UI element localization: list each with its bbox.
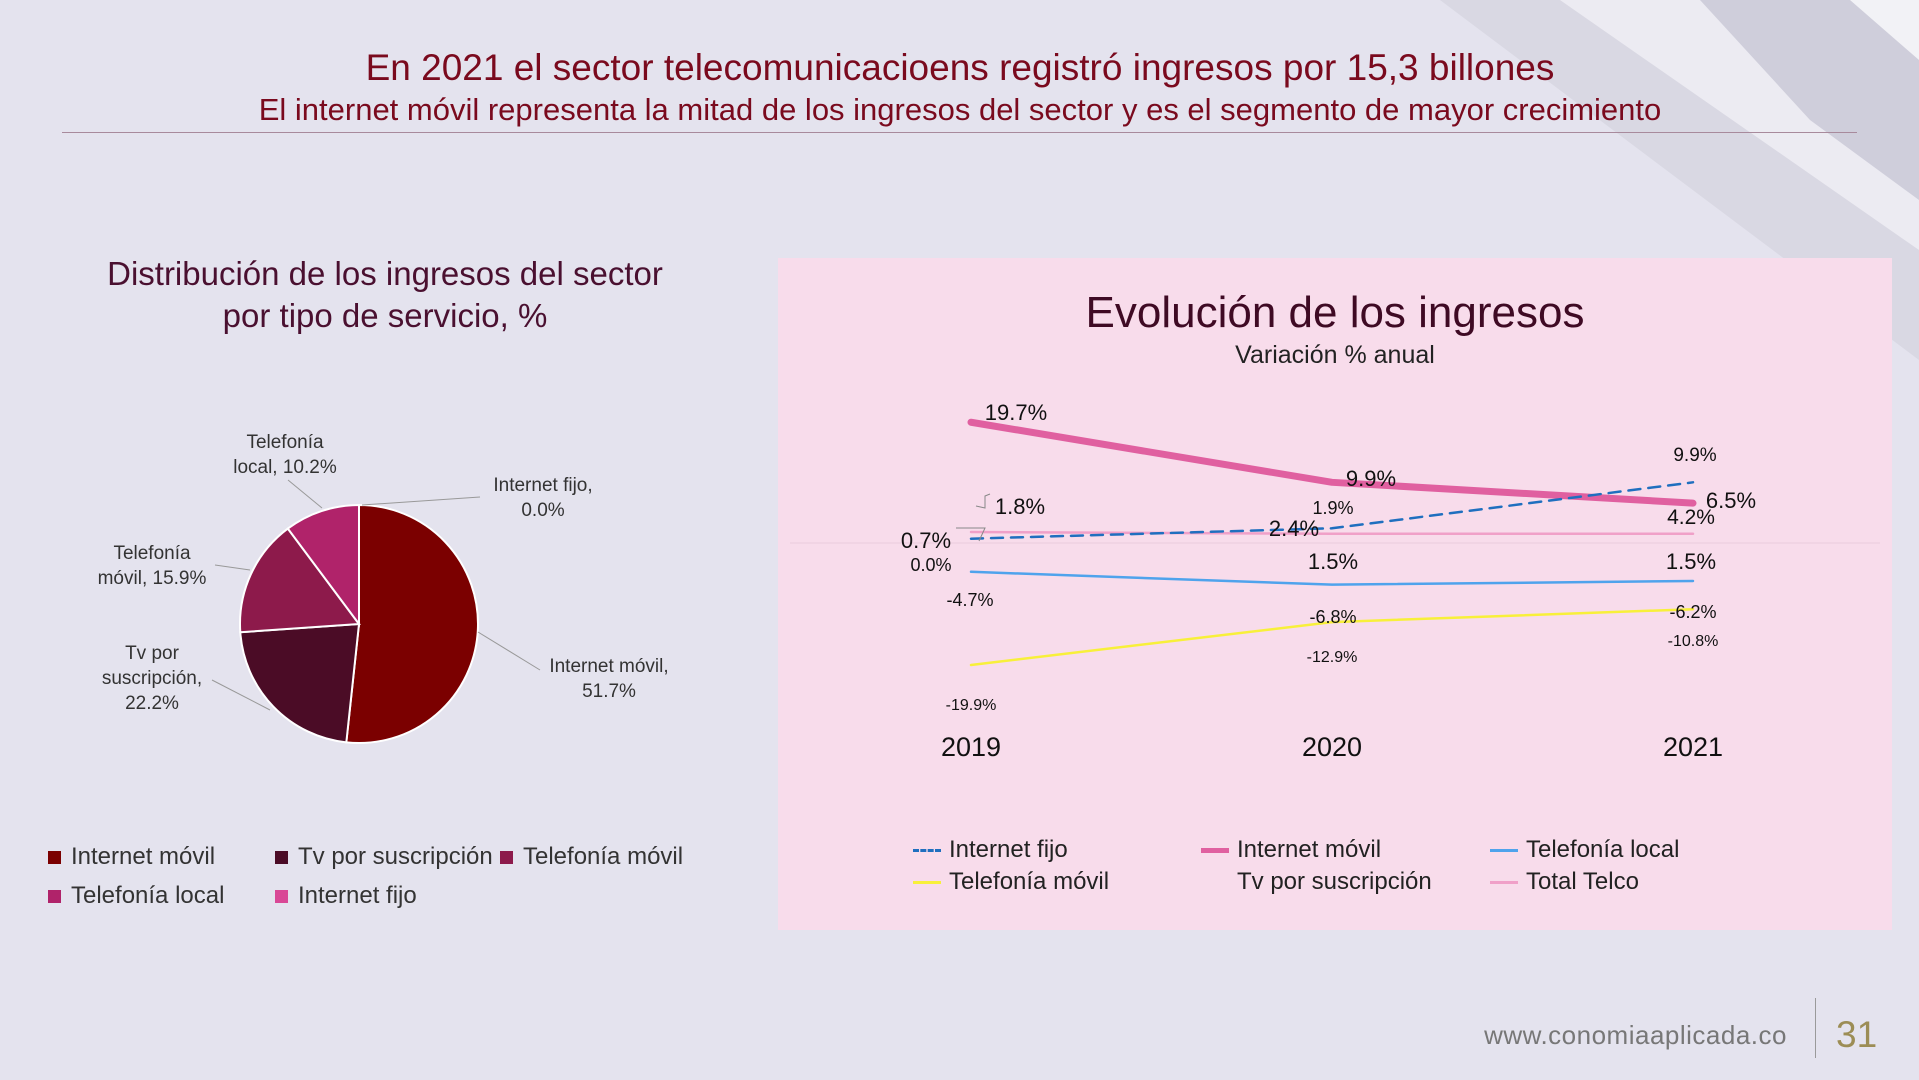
data-label-internet-movil-2019: 19.7%	[985, 400, 1047, 425]
legend-line	[1490, 848, 1518, 852]
series-line-internet-movil	[967, 418, 1697, 507]
line-legend-item-tv-suscripcion: Tv por suscripción	[1201, 868, 1432, 896]
label-leader-line	[956, 527, 986, 542]
pie-leader-line	[477, 631, 541, 671]
data-label-internet-movil-2020: 9.9%	[1346, 466, 1396, 491]
pie-legend-item-internet-movil: Internet móvil	[48, 843, 215, 871]
data-label-tv-por-suscripcion-2019: 0.0%	[910, 555, 951, 575]
data-label-tv-por-suscripcion-2020: 1.9%	[1312, 498, 1353, 518]
pie-leader-line	[287, 479, 323, 509]
pie-leader-line	[214, 564, 251, 571]
line-legend-item-total-telco: Total Telco	[1490, 868, 1639, 896]
legend-label: Internet móvil	[71, 843, 216, 870]
series-line-telefonia-movil	[969, 607, 1695, 667]
data-label-telefonia-local-2020: -6.8%	[1309, 607, 1356, 627]
data-label-internet-fijo-2020: 2.4%	[1269, 516, 1319, 541]
legend-label: Total Telco	[1526, 868, 1639, 895]
footer-divider	[1815, 998, 1816, 1058]
legend-swatch	[48, 850, 61, 864]
pie-data-label-telefonia-movil: Telefonía móvil, 15.9%	[98, 543, 207, 589]
legend-label: Tv por suscripción	[298, 843, 493, 870]
pie-legend-item-tv-suscripcion: Tv por suscripción	[275, 843, 493, 871]
data-label-telefonia-movil-2020: -12.9%	[1307, 649, 1358, 666]
legend-label: Telefonía local	[1526, 836, 1680, 863]
data-label-tv-por-suscripcion-2021: 4.2%	[1667, 506, 1715, 529]
pie-leader-line	[211, 679, 271, 711]
legend-label: Internet fijo	[949, 836, 1068, 863]
pie-leader-line	[361, 496, 481, 506]
data-label-telefonia-movil-2019: -19.9%	[946, 697, 997, 714]
data-label-telefonia-local-2021: -6.2%	[1669, 602, 1716, 622]
pie-title-line-1: Distribución de los ingresos del sector	[107, 255, 663, 292]
slide-title: En 2021 el sector telecomunicacioens reg…	[365, 47, 1555, 88]
data-label-internet-fijo-2021: 9.9%	[1673, 445, 1716, 466]
pie-slice-tv-por-suscripcion	[239, 622, 361, 744]
page-number: 31	[1836, 1014, 1878, 1055]
series-line-total-telco	[969, 530, 1695, 536]
line-chart-title: Evolución de los ingresos	[1085, 288, 1585, 337]
series-line-internet-fijo	[969, 481, 1695, 540]
legend-line	[1201, 847, 1229, 853]
legend-swatch	[500, 850, 513, 864]
data-label-total-telco-2019: 1.8%	[995, 494, 1045, 519]
pie-data-label-internet-movil: Internet móvil, 51.7%	[549, 656, 668, 702]
legend-label: Tv por suscripción	[1237, 868, 1432, 895]
pie-data-label-telefonia-local: Telefonía local, 10.2%	[233, 432, 337, 478]
pie-slice-telefonia-local	[286, 503, 360, 628]
legend-label: Internet móvil	[1237, 836, 1382, 863]
legend-label: Internet fijo	[298, 882, 417, 909]
footer-url[interactable]: www.conomiaaplicada.co	[1484, 1020, 1787, 1050]
legend-line	[913, 848, 941, 852]
pie-data-label-tv-por-suscripcion: Tv por suscripción, 22.2%	[102, 643, 202, 714]
line-chart-subtitle: Variación % anual	[1235, 341, 1435, 369]
legend-label: Telefonía local	[71, 882, 225, 909]
line-chart-panel: Evolución de los ingresos Variación % an…	[778, 258, 1892, 930]
header-divider	[62, 132, 1857, 133]
line-legend-item-internet-movil: Internet móvil	[1201, 836, 1381, 864]
legend-swatch	[275, 850, 288, 864]
legend-label: Telefonía móvil	[523, 843, 684, 870]
slide-subtitle: El internet móvil representa la mitad de…	[258, 92, 1662, 127]
line-chart: 2019 2020 2021 0.7% 2.4% 9.9% 19.7% 9.9% 6.5% -4.…	[790, 400, 1880, 762]
series-line-telefonia-local	[969, 570, 1695, 586]
pie-title-line-2: por tipo de servicio, %	[222, 297, 548, 334]
pie-slice-telefonia-movil	[239, 527, 361, 634]
label-leader-line	[975, 493, 991, 509]
pie-legend-item-telefonia-movil: Telefonía móvil	[500, 843, 683, 871]
data-label-total-telco-2021: 1.5%	[1666, 549, 1716, 574]
pie-chart-title: Distribución de los ingresos del sector …	[70, 253, 700, 337]
pie-slice-internet-movil	[345, 503, 479, 744]
pie-data-label-internet-fijo: Internet fijo, 0.0%	[493, 475, 592, 521]
legend-line	[913, 880, 941, 884]
legend-swatch	[48, 889, 61, 903]
x-tick-2020: 2020	[1302, 732, 1362, 762]
legend-line	[1490, 880, 1518, 884]
data-label-internet-fijo-2019: 0.7%	[901, 528, 951, 553]
legend-swatch	[275, 889, 288, 903]
line-legend-item-internet-fijo: Internet fijo	[913, 836, 1068, 864]
line-legend-item-telefonia-movil: Telefonía móvil	[913, 868, 1109, 896]
x-tick-2019: 2019	[941, 732, 1001, 762]
data-label-telefonia-movil-2021: -10.8%	[1668, 633, 1719, 650]
data-label-telefonia-local-2019: -4.7%	[946, 590, 993, 610]
data-label-total-telco-2020: 1.5%	[1308, 549, 1358, 574]
pie-chart: Internet móvil, 51.7% Tv por suscripción, 22…	[98, 432, 669, 744]
legend-line	[1201, 881, 1229, 884]
legend-label: Telefonía móvil	[949, 868, 1110, 895]
pie-legend-item-internet-fijo: Internet fijo	[275, 882, 417, 910]
line-legend-item-telefonia-local: Telefonía local	[1490, 836, 1679, 864]
x-tick-2021: 2021	[1663, 732, 1723, 762]
pie-legend-item-telefonia-local: Telefonía local	[48, 882, 224, 910]
data-label-internet-movil-2021: 6.5%	[1706, 488, 1756, 513]
